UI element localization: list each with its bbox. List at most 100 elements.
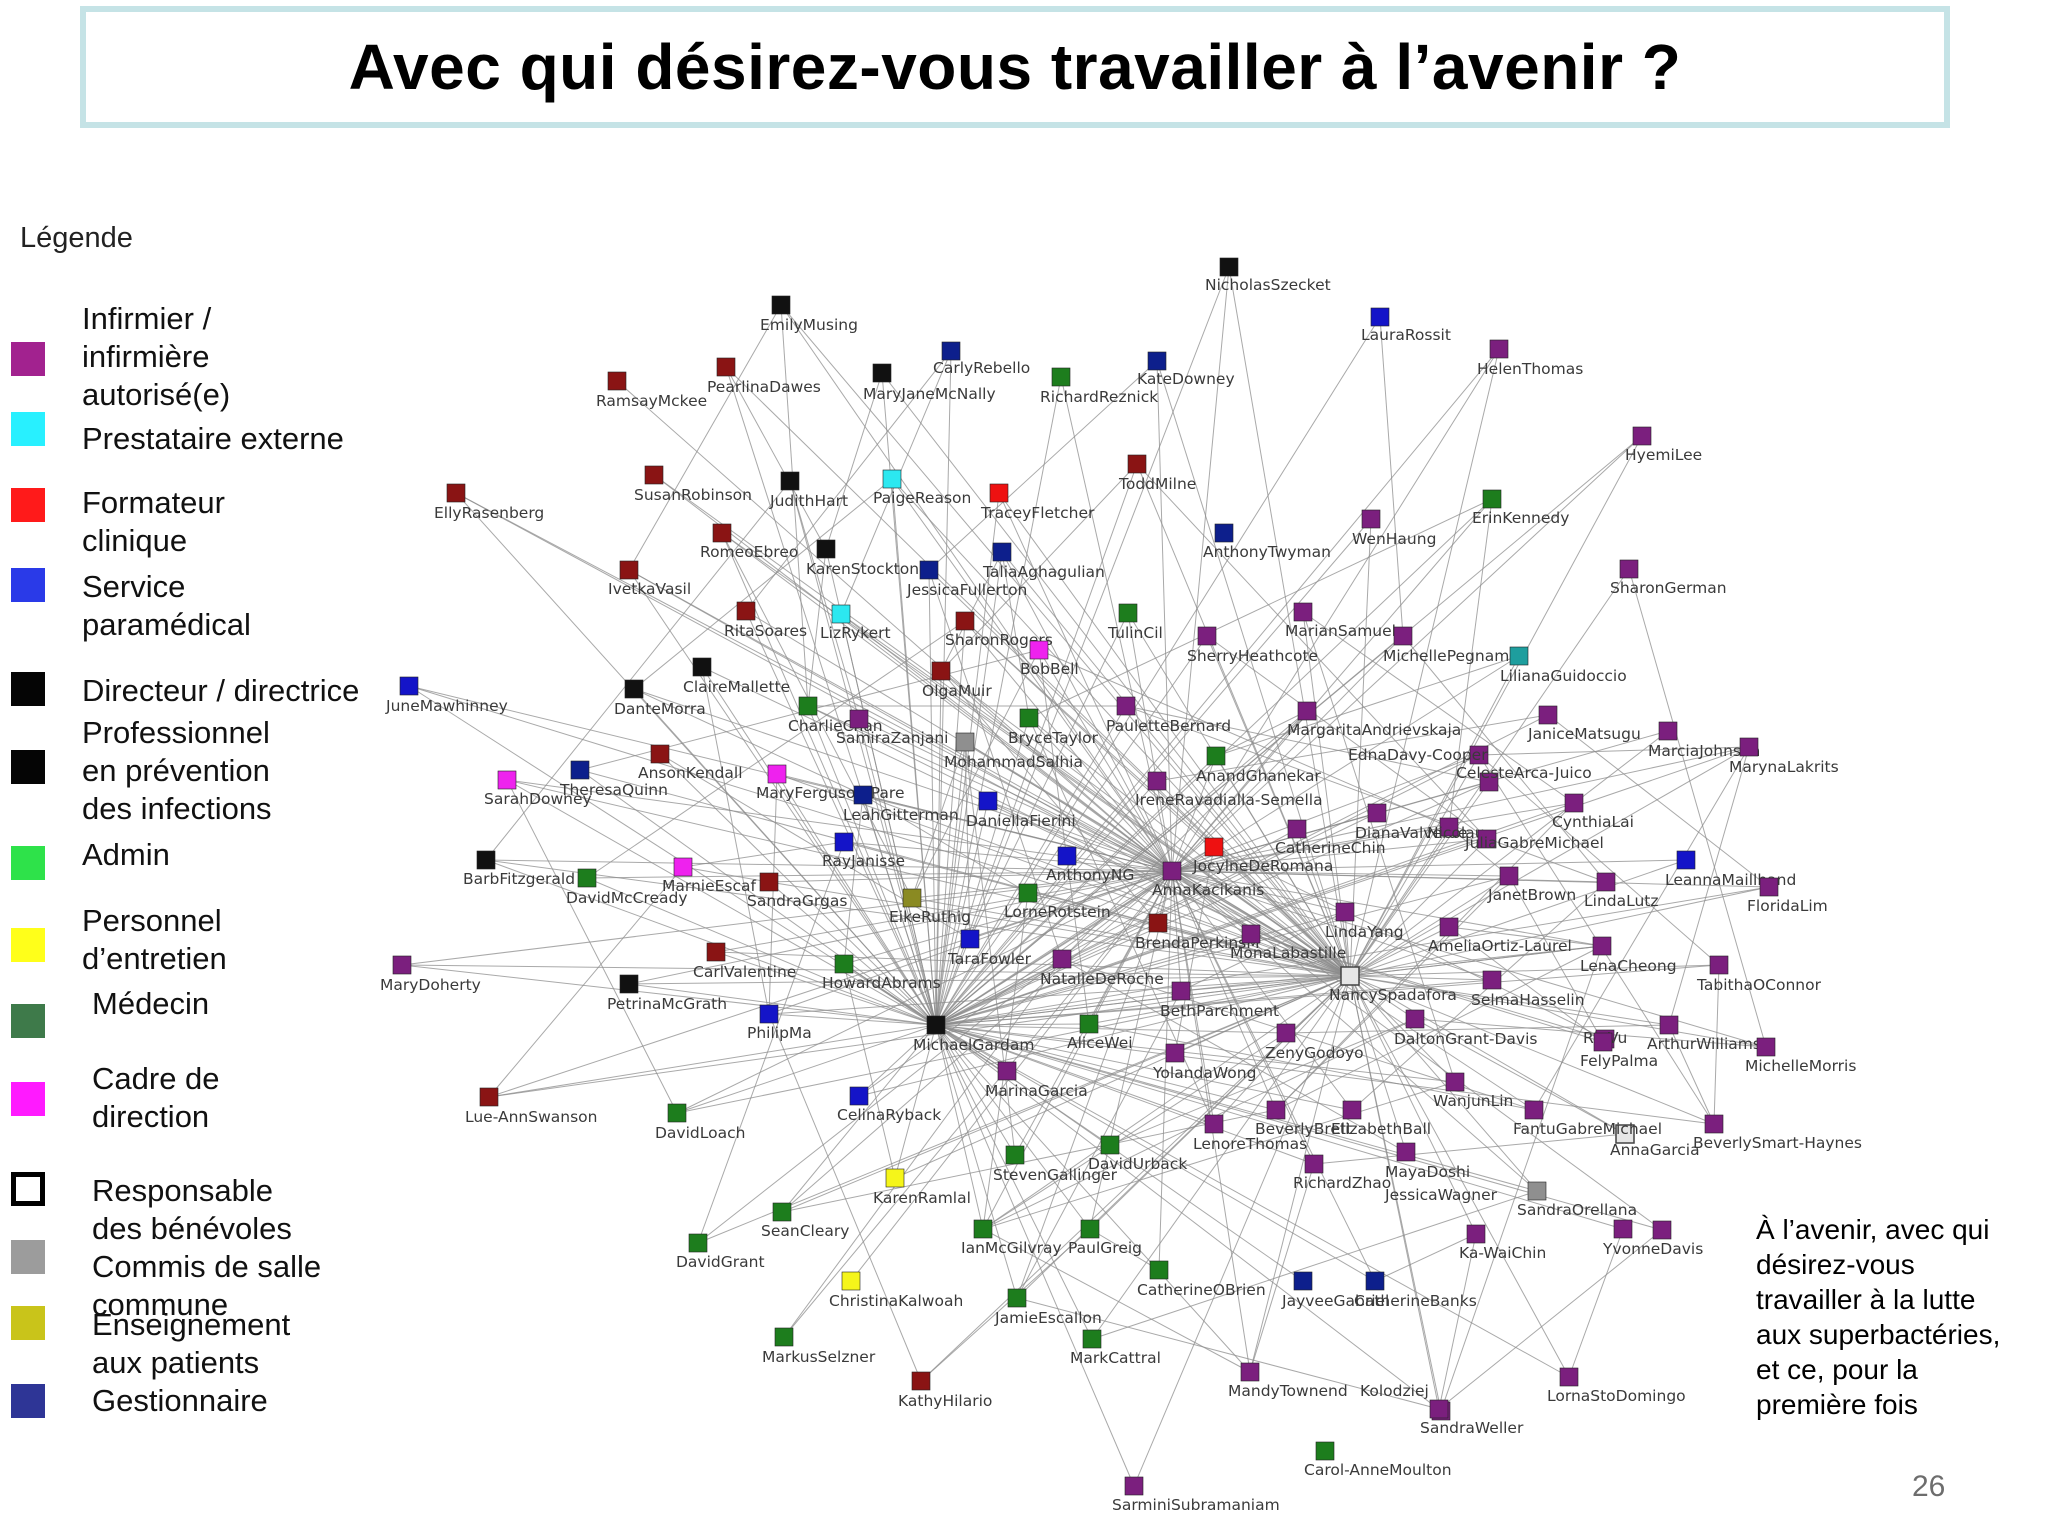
- network-edge: [715, 870, 1173, 953]
- network-node-annakacikanis: [1162, 861, 1182, 881]
- network-node-felypalma: [1593, 1032, 1613, 1052]
- legend-label: Personnel d’entretien: [82, 903, 227, 976]
- network-edge: [935, 1024, 1093, 1340]
- network-node-leannamaillhand: [1676, 850, 1696, 870]
- network-node-label: StevenGallinger: [993, 1166, 1118, 1184]
- network-edge: [768, 881, 937, 1026]
- network-node-label: CelesteArca-Juico: [1456, 764, 1592, 782]
- network-edge: [1180, 975, 1351, 992]
- network-edge: [1038, 649, 1173, 872]
- network-node-kathyhilario: [911, 1371, 931, 1391]
- network-node-label: AnandGhanekar: [1196, 767, 1321, 785]
- network-node-label: MarianSamuel: [1285, 622, 1396, 640]
- network-node-label: SarminiSubramaniam: [1112, 1496, 1280, 1514]
- network-node-label: Ka-WaiChin: [1459, 1244, 1546, 1262]
- network-node-label: LilianaGuidoccio: [1500, 667, 1627, 685]
- network-edge: [1136, 463, 1488, 840]
- network-node-annagarcia: [1524, 1100, 1544, 1120]
- network-edge: [1349, 826, 1450, 977]
- network-node-label: JuneMawhinney: [385, 697, 508, 715]
- network-node-ivetkavasil: [619, 560, 639, 580]
- network-node-ramsaymckee: [607, 371, 627, 391]
- network-node-label: DavidMcCready: [566, 889, 688, 907]
- network-node-samirazanjani: [849, 709, 869, 729]
- network-edge: [1349, 975, 1670, 1026]
- network-edge: [1215, 710, 1308, 757]
- network-edge: [1296, 828, 1351, 977]
- legend-swatch: [11, 750, 45, 784]
- network-node-label: DavidUrback: [1088, 1155, 1187, 1173]
- network-edge: [1171, 812, 1378, 872]
- network-node-clairemallette: [692, 657, 712, 677]
- network-edge: [485, 859, 1351, 977]
- network-edge: [1171, 826, 1450, 872]
- network-node-wenhaung: [1361, 509, 1381, 529]
- network-edge: [780, 304, 809, 707]
- network-edge: [1028, 498, 1493, 719]
- network-node-label: KarenRamlal: [873, 1189, 971, 1207]
- network-node-laurarossit: [1370, 307, 1390, 327]
- network-edge: [781, 870, 1173, 1213]
- network-edge: [935, 828, 1298, 1026]
- network-edge: [1213, 846, 1606, 1040]
- network-edge: [616, 380, 1173, 872]
- network-edge: [935, 1024, 1570, 1378]
- network-edge: [485, 480, 791, 861]
- network-edge: [982, 1032, 1287, 1230]
- network-edge: [1171, 755, 1217, 872]
- network-node-sandraorellana: [1613, 1219, 1633, 1239]
- network-edge: [920, 1228, 1091, 1382]
- network-node-erinkennedy: [1482, 489, 1502, 509]
- network-node-carlvalentine: [706, 942, 726, 962]
- network-node-label: WenHaung: [1352, 530, 1436, 548]
- network-node-label: KateDowney: [1137, 370, 1235, 388]
- network-edge: [1171, 870, 1493, 981]
- network-node-label: JessicaWagner: [1384, 1186, 1498, 1204]
- network-edge: [485, 859, 937, 1026]
- network-node-stevengallinger: [1005, 1145, 1025, 1165]
- network-edge: [935, 741, 966, 1026]
- network-node-marciajohnson: [1658, 721, 1678, 741]
- network-edge: [1001, 551, 1173, 872]
- network-node-daniellafierini: [978, 791, 998, 811]
- network-node-petrinamcgrath: [619, 974, 639, 994]
- network-node-celestearca-juico: [1479, 772, 1499, 792]
- network-node-jayveegabriel: [1293, 1271, 1313, 1291]
- network-edge: [682, 866, 770, 883]
- network-node-label: MarinaGarcia: [985, 1082, 1088, 1100]
- network-node-margaritaandrievskaja: [1297, 701, 1317, 721]
- network-edge: [843, 963, 1008, 1072]
- network-edge: [1414, 1018, 1767, 1048]
- network-edge: [401, 964, 1351, 977]
- network-node-wanjunlin: [1445, 1072, 1465, 1092]
- network-edge: [653, 474, 1173, 872]
- network-node-romeoebreo: [712, 523, 732, 543]
- network-edge: [935, 1024, 1456, 1083]
- legend-label: Cadre de direction: [92, 1061, 220, 1134]
- network-edge: [935, 1024, 1091, 1230]
- network-node-catherinechin: [1287, 819, 1307, 839]
- network-node-label: CatherineChin: [1275, 839, 1386, 857]
- network-edge: [506, 779, 937, 1026]
- legend-label: Médecin: [92, 986, 210, 1021]
- network-node-label: MohammadSalhia: [944, 753, 1083, 771]
- network-edge: [1349, 838, 1488, 977]
- network-edge: [940, 670, 1173, 872]
- network-edge: [982, 1228, 1251, 1373]
- network-node-nicholasszecket: [1219, 257, 1239, 277]
- legend-label: Directeur / directrice: [82, 673, 360, 708]
- legend-label: Responsable des bénévoles: [92, 1173, 292, 1246]
- network-edge: [1171, 870, 1353, 1111]
- network-node-label: AmeliaOrtiz-Laurel: [1428, 937, 1572, 955]
- network-node-fantugabremichael: [1615, 1124, 1635, 1144]
- network-node-label: MaryDoherty: [380, 976, 481, 994]
- network-edge: [964, 741, 1016, 1156]
- network-edge: [1156, 714, 1549, 782]
- network-edge: [1171, 870, 1510, 877]
- network-edge: [1171, 838, 1488, 872]
- network-node-junemawhinney: [399, 676, 419, 696]
- network-edge: [964, 620, 1351, 977]
- network-node-anthonyng: [1057, 846, 1077, 866]
- network-node-label: SarahDowney: [484, 790, 592, 808]
- legend-swatch: [11, 342, 45, 376]
